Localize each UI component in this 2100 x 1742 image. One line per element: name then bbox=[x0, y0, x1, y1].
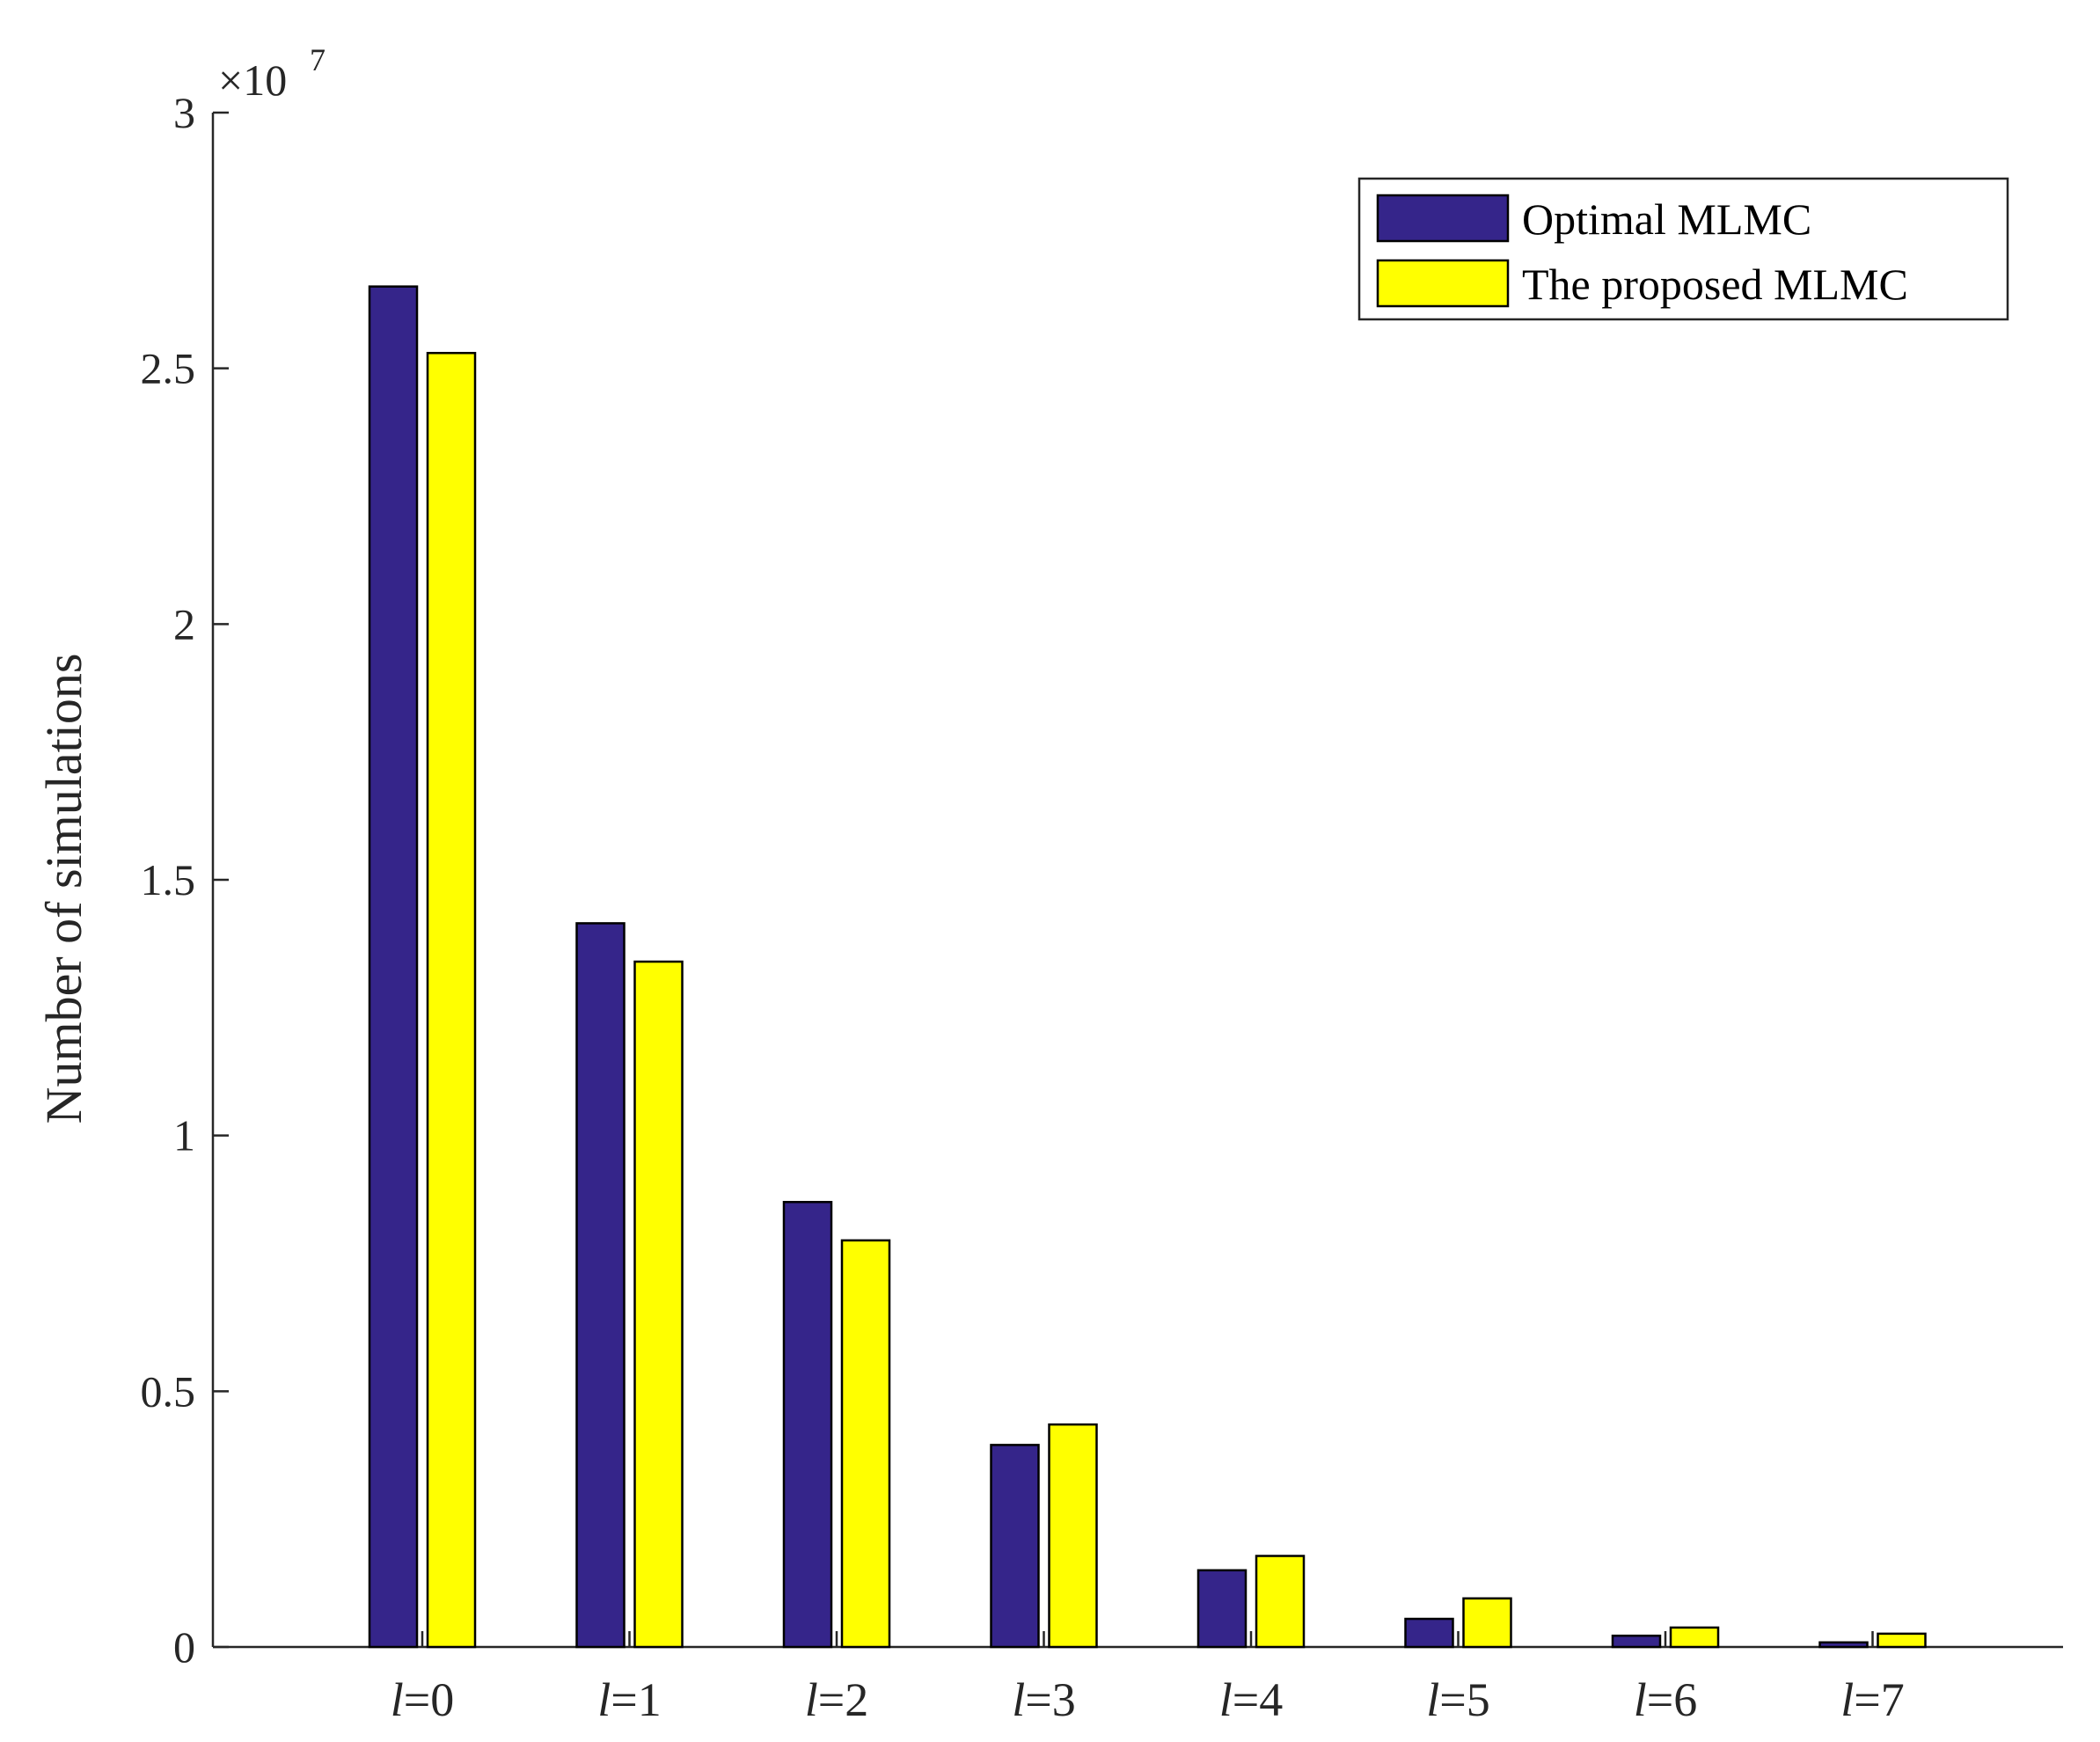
bar-proposed-0 bbox=[426, 351, 477, 1649]
bar-proposed-2 bbox=[840, 1239, 891, 1649]
y-tick-label: 2 bbox=[173, 599, 195, 648]
legend-label-proposed: The proposed MLMC bbox=[1522, 260, 1908, 309]
axes bbox=[211, 113, 2063, 1649]
y-axis-ticks: 0 0.5 1 1.5 2 2.5 3 bbox=[141, 88, 229, 1672]
bar-proposed-5 bbox=[1462, 1597, 1512, 1649]
y-tick-label: 3 bbox=[173, 88, 195, 137]
x-tick-label: l=0 bbox=[391, 1673, 454, 1726]
legend-label-optimal: Optimal MLMC bbox=[1522, 194, 1811, 244]
bar-proposed-1 bbox=[633, 960, 684, 1649]
legend-swatch-optimal bbox=[1376, 194, 1510, 243]
bar-optimal-2 bbox=[782, 1200, 833, 1649]
x-tick-label: l=6 bbox=[1634, 1673, 1697, 1726]
bar-optimal-1 bbox=[575, 922, 626, 1649]
x-tick-label: l=3 bbox=[1012, 1673, 1075, 1726]
bar-optimal-6 bbox=[1611, 1634, 1662, 1649]
y-tick-label: 0.5 bbox=[141, 1366, 196, 1416]
y-tick-label: 1.5 bbox=[141, 855, 196, 904]
bar-proposed-7 bbox=[1877, 1632, 1927, 1649]
y-tick-label: 0 bbox=[173, 1622, 195, 1672]
y-exponent-label: ×10 7 bbox=[218, 42, 326, 105]
y-axis-label: Number of simulations bbox=[35, 654, 92, 1124]
x-tick-label: l=5 bbox=[1426, 1673, 1489, 1726]
bar-proposed-3 bbox=[1048, 1423, 1098, 1649]
y-tick-label: 1 bbox=[173, 1111, 195, 1160]
x-axis-ticks: l=0 l=1 l=2 l=3 l=4 l=5 l=6 l=7 bbox=[391, 1631, 1905, 1726]
y-exponent-power: 7 bbox=[310, 42, 326, 77]
bars bbox=[368, 285, 1927, 1649]
x-tick-label: l=2 bbox=[805, 1673, 868, 1726]
y-tick-label: 2.5 bbox=[141, 344, 196, 393]
y-exponent-base: ×10 bbox=[218, 55, 287, 105]
bar-optimal-5 bbox=[1404, 1617, 1454, 1649]
bar-proposed-6 bbox=[1669, 1626, 1720, 1649]
bar-optimal-3 bbox=[990, 1444, 1040, 1649]
x-tick-label: l=7 bbox=[1840, 1673, 1904, 1726]
x-tick-label: l=4 bbox=[1219, 1673, 1283, 1726]
bar-optimal-0 bbox=[368, 285, 419, 1649]
x-tick-label: l=1 bbox=[597, 1673, 661, 1726]
bar-optimal-7 bbox=[1818, 1641, 1869, 1649]
bar-optimal-4 bbox=[1196, 1569, 1248, 1649]
legend-swatch-proposed bbox=[1376, 259, 1510, 308]
bar-proposed-4 bbox=[1255, 1555, 1306, 1649]
legend: Optimal MLMC The proposed MLMC bbox=[1357, 177, 2009, 321]
